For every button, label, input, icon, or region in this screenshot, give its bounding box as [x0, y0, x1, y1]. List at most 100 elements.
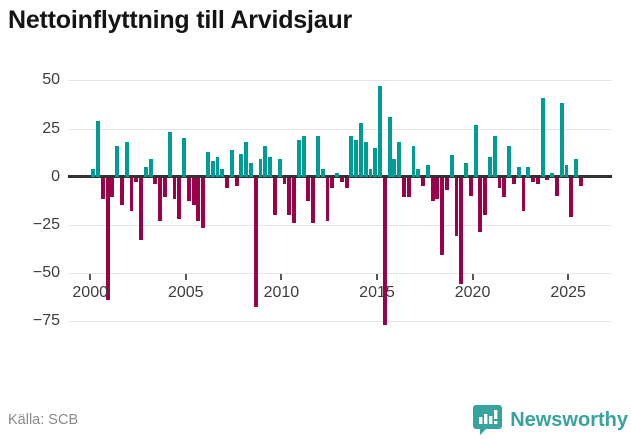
bar-chart: 50 25 0 −25 −50 −75 2000 2005 2010 2015 2020 2025: [32, 70, 612, 330]
y-axis-tick-label: 50: [42, 71, 60, 89]
bar: [358, 122, 363, 177]
zero-axis-line: [68, 175, 612, 179]
bar: [392, 159, 397, 177]
bar: [339, 178, 344, 183]
x-axis-tick-label: 2015: [359, 284, 395, 301]
bar: [115, 145, 120, 177]
bar: [177, 178, 182, 219]
bar: [483, 178, 488, 215]
bar: [564, 165, 569, 177]
bar: [296, 140, 301, 177]
bar: [225, 178, 230, 188]
bar: [263, 145, 268, 177]
bar: [249, 163, 253, 177]
bar: [167, 132, 172, 177]
bar: [578, 178, 583, 186]
bar: [516, 167, 521, 177]
bar: [330, 178, 335, 188]
bar: [277, 159, 282, 177]
bar: [445, 178, 449, 190]
bar: [210, 161, 215, 177]
bar: [421, 178, 425, 186]
bar: [158, 178, 163, 221]
bar: [110, 178, 115, 198]
bar: [416, 168, 421, 177]
bar: [139, 178, 143, 240]
bar: [258, 159, 263, 177]
bar: [449, 155, 454, 177]
bar: [129, 178, 134, 211]
x-axis-tick-mark: [567, 274, 570, 280]
bar: [153, 178, 158, 184]
source-text: Källa: SCB: [8, 412, 79, 428]
bar: [229, 149, 234, 177]
bar: [282, 178, 287, 184]
bar: [521, 178, 526, 211]
bar: [91, 168, 96, 177]
bar: [96, 120, 100, 177]
bar: [406, 178, 411, 198]
chart-title: Nettoinflyttning till Arvidsjaur: [8, 6, 353, 34]
bar: [559, 103, 564, 177]
x-axis-tick-mark: [89, 274, 92, 280]
bar: [554, 178, 559, 196]
bar: [344, 178, 349, 188]
x-axis-tick-label: 2000: [72, 284, 108, 301]
bar: [182, 138, 186, 177]
bar: [196, 178, 201, 221]
bar: [119, 178, 124, 206]
plot-area: [68, 70, 612, 330]
bar: [363, 141, 368, 177]
gridline: [68, 128, 612, 130]
bar: [430, 178, 435, 202]
bar: [425, 165, 430, 177]
x-axis-tick-mark: [375, 274, 378, 280]
bar: [574, 159, 578, 177]
bar: [191, 178, 196, 206]
x-axis-tick-label: 2005: [167, 284, 204, 301]
gridline: [68, 80, 612, 82]
bar: [100, 178, 105, 200]
bar: [105, 178, 110, 300]
bar: [239, 153, 244, 177]
bar: [215, 157, 220, 177]
y-axis-tick-label: 25: [42, 119, 60, 137]
newsworthy-logo: Newsworthy: [472, 404, 628, 436]
bar: [354, 140, 359, 177]
bar: [315, 136, 320, 177]
bar: [134, 178, 139, 183]
bar: [531, 178, 535, 183]
y-axis-tick-label: −75: [32, 312, 60, 330]
bar: [569, 178, 574, 217]
x-axis-tick-mark: [471, 274, 474, 280]
bar: [459, 178, 464, 285]
bar: [540, 97, 545, 177]
x-axis-tick-mark: [280, 274, 283, 280]
bar: [488, 157, 492, 177]
x-axis-tick-mark: [184, 274, 187, 280]
x-axis-tick-label: 2020: [454, 284, 491, 301]
newsworthy-badge-icon: [473, 405, 503, 435]
bar: [535, 178, 540, 184]
bar: [335, 172, 339, 177]
bar: [397, 141, 402, 177]
bar: [550, 172, 555, 177]
bar: [163, 178, 167, 198]
bar: [382, 178, 387, 325]
y-axis-tick-label: −25: [32, 215, 60, 233]
bar: [143, 167, 148, 177]
gridline: [68, 224, 612, 226]
bar: [507, 145, 512, 177]
bar: [325, 178, 330, 221]
bar: [301, 136, 306, 177]
bar: [206, 151, 210, 177]
bar: [368, 168, 373, 177]
x-axis-tick-label: 2010: [263, 284, 300, 301]
bar: [244, 141, 249, 177]
bar: [272, 178, 277, 215]
bar: [454, 178, 459, 237]
bar: [411, 145, 416, 177]
bar: [492, 136, 497, 177]
bar: [253, 178, 258, 308]
